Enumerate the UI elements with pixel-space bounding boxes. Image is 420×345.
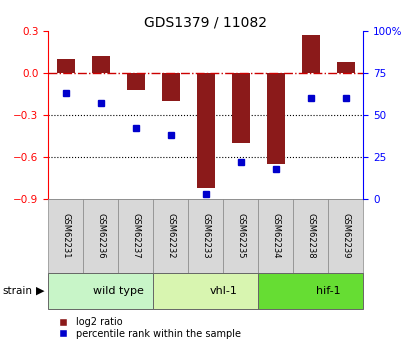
Text: GSM62234: GSM62234 (271, 213, 280, 259)
Text: wild type: wild type (93, 286, 144, 296)
Bar (153, 199, 188, 273)
Text: GSM62237: GSM62237 (131, 213, 140, 259)
Bar (223, 199, 258, 273)
Text: GSM62239: GSM62239 (341, 213, 350, 259)
Text: GSM62233: GSM62233 (201, 213, 210, 259)
Bar (337, 62, 354, 73)
Text: vhl-1: vhl-1 (209, 286, 237, 296)
Title: GDS1379 / 11082: GDS1379 / 11082 (144, 16, 267, 30)
Bar (258, 199, 293, 273)
Bar (48, 273, 153, 309)
Bar (57, 59, 75, 73)
Text: GSM62232: GSM62232 (166, 213, 175, 259)
Text: hif-1: hif-1 (316, 286, 341, 296)
Bar (153, 273, 258, 309)
Bar (328, 199, 363, 273)
Bar (48, 199, 83, 273)
Text: GSM62236: GSM62236 (96, 213, 105, 259)
Bar (188, 199, 223, 273)
Bar (267, 73, 285, 164)
Bar (258, 273, 363, 309)
Bar (232, 73, 249, 143)
Text: ▶: ▶ (36, 286, 44, 296)
Bar (127, 73, 144, 90)
Bar (162, 73, 180, 101)
Bar (118, 199, 153, 273)
Bar (92, 56, 110, 73)
Bar (302, 35, 320, 73)
Bar (197, 73, 215, 188)
Text: GSM62231: GSM62231 (61, 213, 70, 259)
Legend: log2 ratio, percentile rank within the sample: log2 ratio, percentile rank within the s… (53, 317, 241, 339)
Text: GSM62235: GSM62235 (236, 213, 245, 259)
Bar (83, 199, 118, 273)
Text: GSM62238: GSM62238 (306, 213, 315, 259)
Bar (293, 199, 328, 273)
Text: strain: strain (2, 286, 32, 296)
